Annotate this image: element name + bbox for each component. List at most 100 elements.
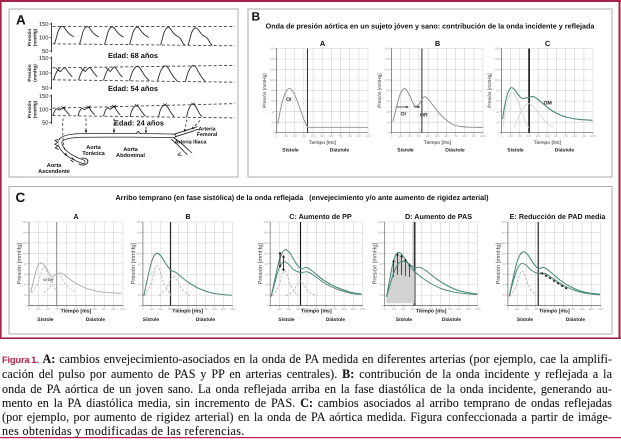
svg-text:500: 500	[185, 308, 190, 311]
svg-text:100: 100	[495, 79, 500, 82]
svg-text:500: 500	[320, 135, 325, 138]
svg-text:Presión [mmHg]: Presión [mmHg]	[372, 243, 379, 285]
svg-text:Presión: Presión	[27, 29, 32, 46]
svg-text:Presión [mmHg]: Presión [mmHg]	[257, 243, 264, 285]
svg-text:0: 0	[142, 308, 144, 311]
svg-text:200: 200	[159, 308, 164, 311]
svg-text:20: 20	[138, 294, 141, 297]
svg-text:100: 100	[392, 308, 397, 311]
svg-text:160: 160	[495, 48, 500, 51]
svg-text:140: 140	[501, 232, 506, 235]
svg-text:300: 300	[168, 308, 173, 311]
svg-text:1000: 1000	[359, 308, 365, 311]
svg-text:20: 20	[265, 294, 268, 297]
svg-text:Sístole: Sístole	[517, 317, 534, 323]
svg-text:400: 400	[536, 135, 541, 138]
svg-text:160: 160	[385, 48, 390, 51]
svg-text:1000: 1000	[229, 308, 235, 311]
svg-text:Ascendente: Ascendente	[38, 168, 70, 175]
svg-text:OM: OM	[544, 101, 552, 107]
svg-text:0: 0	[391, 135, 393, 138]
svg-text:160: 160	[501, 221, 506, 224]
svg-text:400: 400	[305, 308, 310, 311]
svg-text:800: 800	[572, 135, 577, 138]
svg-text:200: 200	[518, 135, 523, 138]
svg-text:100: 100	[36, 308, 41, 311]
svg-text:Femoral: Femoral	[197, 132, 218, 138]
svg-text:C: Aumento de PP: C: Aumento de PP	[289, 212, 352, 221]
svg-text:40: 40	[380, 284, 383, 287]
svg-text:500: 500	[435, 135, 440, 138]
svg-text:Sístole: Sístole	[37, 317, 54, 323]
svg-text:80: 80	[138, 263, 141, 266]
svg-text:150: 150	[39, 93, 49, 100]
svg-text:(mmHg): (mmHg)	[32, 28, 37, 46]
svg-text:400: 400	[420, 308, 425, 311]
svg-text:20: 20	[496, 121, 499, 124]
svg-text:100: 100	[501, 252, 506, 255]
svg-text:160: 160	[270, 48, 275, 51]
svg-text:C: C	[545, 39, 551, 48]
svg-text:0: 0	[381, 305, 383, 308]
svg-text:20: 20	[386, 121, 389, 124]
svg-text:Sístole: Sístole	[507, 147, 524, 153]
svg-text:B: B	[252, 10, 261, 24]
svg-text:1000: 1000	[475, 308, 481, 311]
svg-text:300: 300	[410, 308, 415, 311]
svg-text:Diástole: Diástole	[442, 317, 462, 323]
svg-text:C: C	[16, 190, 26, 205]
svg-text:400: 400	[311, 135, 316, 138]
svg-text:500: 500	[545, 135, 550, 138]
svg-text:40: 40	[503, 284, 506, 287]
svg-text:Presión: Presión	[27, 64, 32, 81]
svg-text:800: 800	[342, 308, 347, 311]
svg-text:1000: 1000	[590, 135, 596, 138]
svg-text:120: 120	[495, 69, 500, 72]
svg-text:100: 100	[136, 252, 141, 255]
svg-text:20: 20	[380, 294, 383, 297]
svg-text:160: 160	[378, 221, 383, 224]
svg-text:300: 300	[417, 135, 422, 138]
svg-text:Tiempo [ms]: Tiempo [ms]	[172, 308, 203, 314]
svg-text:300: 300	[55, 308, 60, 311]
svg-text:Diástole: Diástole	[555, 147, 575, 153]
svg-text:Diástole: Diástole	[330, 147, 350, 153]
svg-text:Onda de presión aórtica en un: Onda de presión aórtica en un sujeto jóv…	[266, 22, 596, 31]
svg-text:80: 80	[380, 263, 383, 266]
svg-text:60: 60	[386, 100, 389, 103]
svg-text:120: 120	[378, 242, 383, 245]
svg-text:900: 900	[582, 135, 587, 138]
svg-text:60: 60	[503, 273, 506, 276]
svg-text:0: 0	[269, 308, 271, 311]
svg-text:200: 200	[401, 308, 406, 311]
svg-text:Sístole: Sístole	[278, 317, 295, 323]
svg-text:500: 500	[74, 308, 79, 311]
svg-text:Edad: 24 años: Edad: 24 años	[114, 119, 164, 128]
svg-text:0: 0	[25, 305, 27, 308]
svg-text:100: 100	[150, 308, 155, 311]
svg-text:Abdominal: Abdominal	[116, 152, 145, 159]
svg-text:100: 100	[398, 135, 403, 138]
svg-text:0: 0	[28, 308, 30, 311]
svg-text:100: 100	[39, 35, 49, 42]
svg-text:50: 50	[42, 120, 48, 127]
svg-text:Tiempo [ms]: Tiempo [ms]	[534, 140, 562, 146]
svg-text:Aorta: Aorta	[86, 145, 101, 151]
svg-text:Diástole: Diástole	[326, 317, 346, 323]
svg-text:Presión [mmHg]: Presión [mmHg]	[16, 243, 23, 285]
svg-text:OR: OR	[420, 113, 428, 119]
svg-text:120: 120	[22, 242, 27, 245]
svg-text:Presión [mmHg]: Presión [mmHg]	[130, 243, 137, 285]
svg-text:40: 40	[138, 284, 141, 287]
svg-text:700: 700	[338, 135, 343, 138]
svg-text:OI: OI	[286, 97, 292, 103]
svg-text:600: 600	[554, 135, 559, 138]
svg-text:600: 600	[329, 135, 334, 138]
svg-text:1000: 1000	[480, 135, 486, 138]
svg-text:(mmHg): (mmHg)	[32, 100, 37, 118]
svg-text:120: 120	[264, 242, 269, 245]
svg-text:800: 800	[212, 308, 217, 311]
svg-text:160: 160	[136, 221, 141, 224]
svg-text:400: 400	[64, 308, 69, 311]
svg-text:100: 100	[515, 308, 520, 311]
